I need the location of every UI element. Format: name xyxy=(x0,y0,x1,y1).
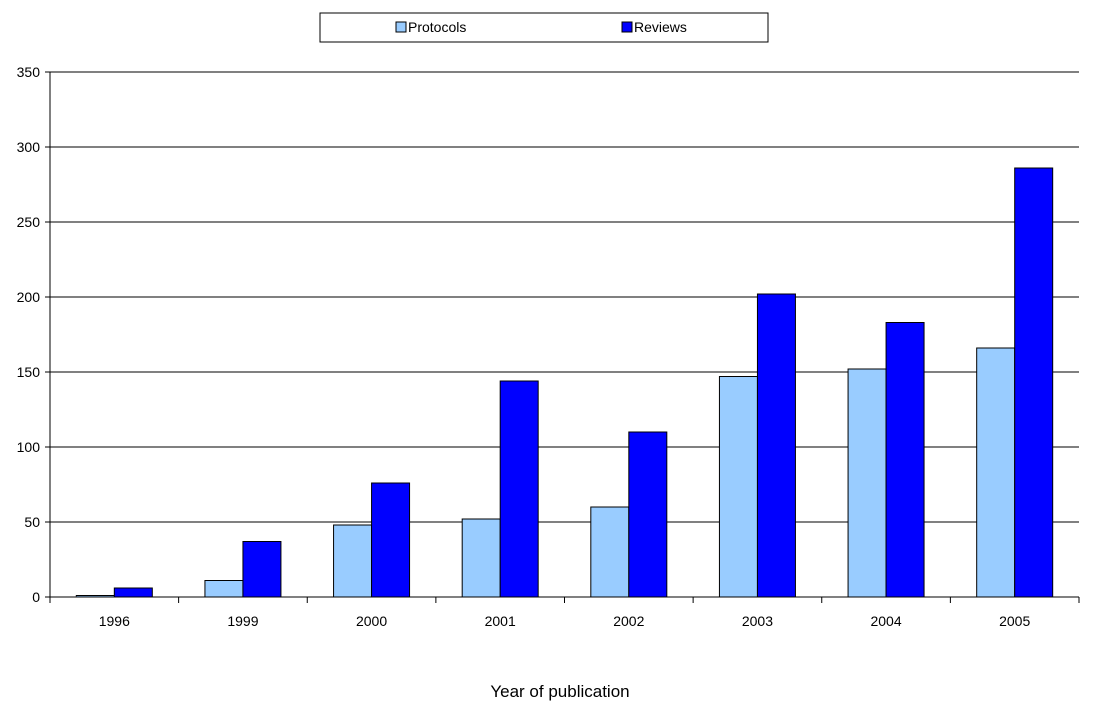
bar-reviews-2003 xyxy=(756,293,796,598)
y-tick-label: 0 xyxy=(32,589,40,605)
bar-protocols-2005 xyxy=(976,347,1016,598)
x-tick-label: 2004 xyxy=(870,613,901,629)
x-tick-label: 2002 xyxy=(613,613,644,629)
bar-protocols-2002 xyxy=(590,506,630,598)
bar-reviews-2001 xyxy=(499,380,539,598)
bar-protocols-2004 xyxy=(847,368,887,598)
x-tick-label: 2003 xyxy=(742,613,773,629)
bar-reviews-2004 xyxy=(885,322,925,598)
legend-box xyxy=(319,12,769,43)
x-tick-label: 1999 xyxy=(227,613,258,629)
y-tick-label: 100 xyxy=(17,439,41,455)
bars xyxy=(75,167,1054,598)
x-tick-label: 2000 xyxy=(356,613,387,629)
legend: Protocols Reviews xyxy=(319,12,769,43)
x-tick-label: 2005 xyxy=(999,613,1030,629)
gridlines xyxy=(50,71,1079,523)
y-tick-label: 200 xyxy=(17,289,41,305)
legend-swatch-protocols xyxy=(395,21,407,33)
y-tick-label: 300 xyxy=(17,139,41,155)
bar-reviews-2000 xyxy=(371,482,411,598)
y-tick-label: 150 xyxy=(17,364,41,380)
y-tick-label: 350 xyxy=(17,64,41,80)
bar-protocols-2003 xyxy=(718,376,758,598)
bar-reviews-2005 xyxy=(1014,167,1054,598)
legend-label-reviews: Reviews xyxy=(634,19,687,35)
axes xyxy=(45,71,1080,603)
bar-protocols-2001 xyxy=(461,518,501,598)
y-tick-labels: 0 50 100 150 200 250 300 350 xyxy=(17,64,41,605)
bar-reviews-1999 xyxy=(242,541,282,598)
legend-swatch-reviews xyxy=(621,21,633,33)
y-tick-label: 50 xyxy=(24,514,40,530)
x-tick-labels: 1996 1999 2000 2001 2002 2003 2004 2005 xyxy=(99,613,1031,629)
y-tick-label: 250 xyxy=(17,214,41,230)
bar-protocols-2000 xyxy=(333,524,373,598)
x-tick-label: 1996 xyxy=(99,613,130,629)
x-tick-label: 2001 xyxy=(485,613,516,629)
bar-reviews-1996 xyxy=(113,587,153,598)
bar-reviews-2002 xyxy=(628,431,668,598)
x-axis-title: Year of publication xyxy=(490,682,629,701)
legend-label-protocols: Protocols xyxy=(408,19,466,35)
bar-protocols-1999 xyxy=(204,580,244,598)
